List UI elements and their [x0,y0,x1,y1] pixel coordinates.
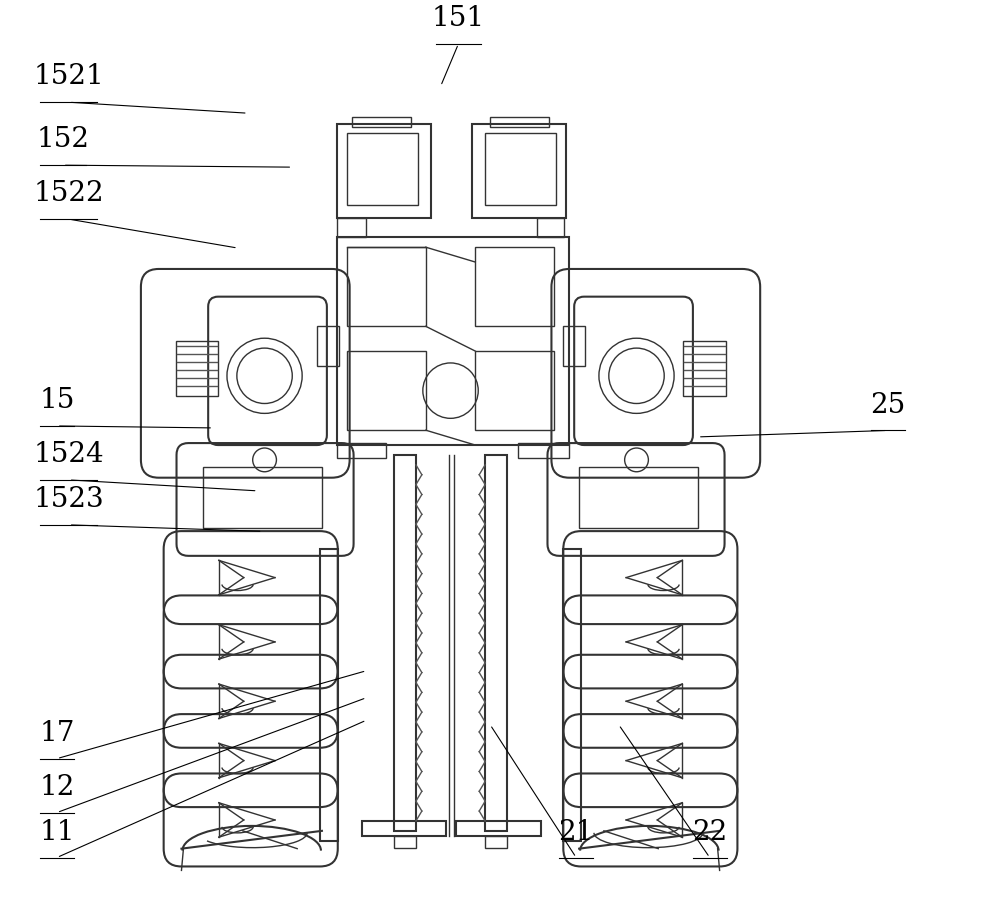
Bar [176,341,218,395]
Text: 152: 152 [36,126,89,154]
Bar [485,454,507,831]
Bar [362,821,446,835]
Bar [394,454,416,831]
Bar [485,835,507,848]
Bar [352,116,411,126]
Bar [563,326,585,366]
Bar [537,217,564,237]
Text: 12: 12 [39,774,75,801]
Bar [563,549,581,841]
Bar [475,247,554,326]
Text: 17: 17 [39,720,75,747]
Text: 11: 11 [39,819,75,845]
Bar [203,467,322,528]
Bar [683,341,726,395]
Bar [337,217,366,237]
Bar [317,326,339,366]
Bar [337,443,386,458]
Text: 1524: 1524 [33,441,104,468]
Bar [337,124,431,217]
Bar [347,134,418,205]
Bar [472,124,566,217]
Bar [456,821,541,835]
Text: 22: 22 [692,819,727,845]
Text: 21: 21 [558,819,594,845]
Text: 15: 15 [39,387,75,415]
Bar [347,351,426,430]
Bar [490,116,549,126]
Bar [337,237,569,445]
Bar [347,247,426,326]
Bar [518,443,569,458]
Bar [579,467,698,528]
Text: 1521: 1521 [33,64,104,90]
Text: 25: 25 [870,392,905,418]
Bar [394,835,416,848]
Text: 151: 151 [432,5,485,32]
Bar [485,134,556,205]
Bar [320,549,338,841]
Text: 1523: 1523 [33,486,104,513]
Text: 1522: 1522 [33,180,104,207]
Bar [475,351,554,430]
